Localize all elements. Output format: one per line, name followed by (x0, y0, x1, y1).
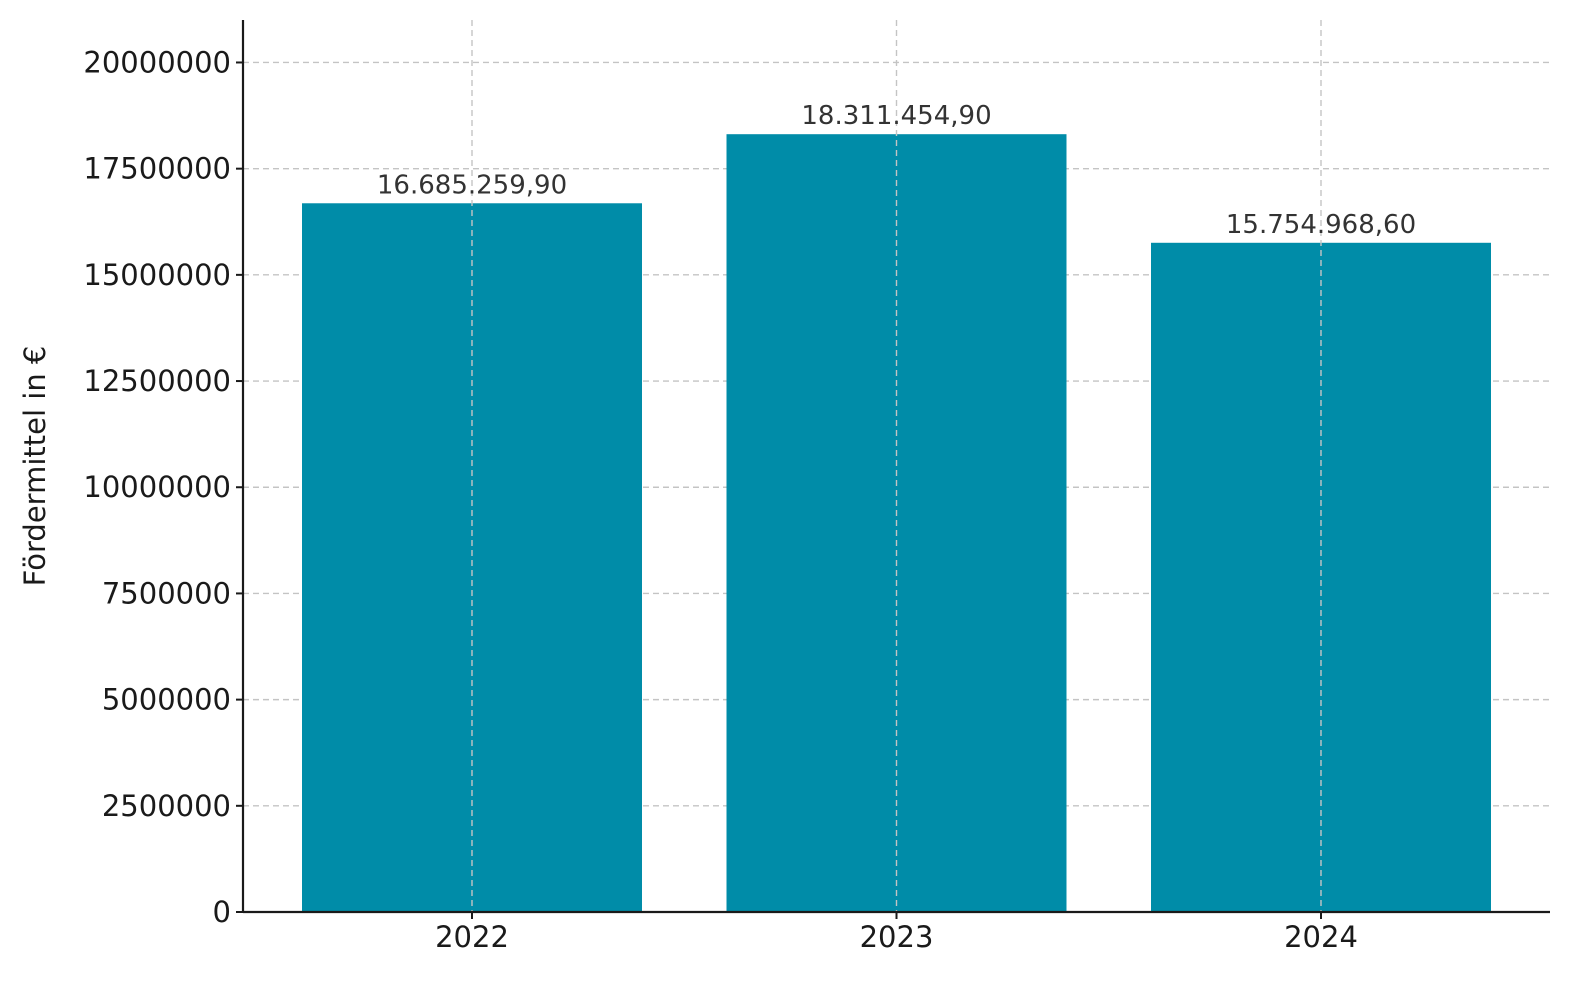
x-tick-label-2024: 2024 (1284, 920, 1358, 954)
ticks-layer: 0 2500000 5000000 7500000 10000000 12500000 15… (83, 45, 1358, 954)
y-tick-label: 2500000 (102, 789, 231, 823)
x-tick-label-2022: 2022 (435, 920, 509, 954)
data-labels-layer: 16.685.259,90 18.311.454,90 15.754.968,60 (377, 101, 1416, 240)
y-tick-label: 20000000 (83, 45, 231, 79)
y-tick-label: 17500000 (83, 152, 231, 186)
y-tick-label: 5000000 (102, 683, 231, 717)
y-tick-label: 0 (213, 895, 231, 929)
data-label-2023: 18.311.454,90 (801, 101, 991, 131)
y-axis-title: Fördermittel in € (18, 346, 52, 587)
bars-layer (302, 20, 1491, 913)
y-tick-label: 10000000 (83, 470, 231, 504)
y-tick-label: 15000000 (83, 258, 231, 292)
x-tick-label-2023: 2023 (860, 920, 934, 954)
data-label-2022: 16.685.259,90 (377, 170, 567, 200)
y-tick-label: 12500000 (83, 364, 231, 398)
data-label-2024: 15.754.968,60 (1226, 210, 1416, 240)
y-tick-label: 7500000 (102, 576, 231, 610)
